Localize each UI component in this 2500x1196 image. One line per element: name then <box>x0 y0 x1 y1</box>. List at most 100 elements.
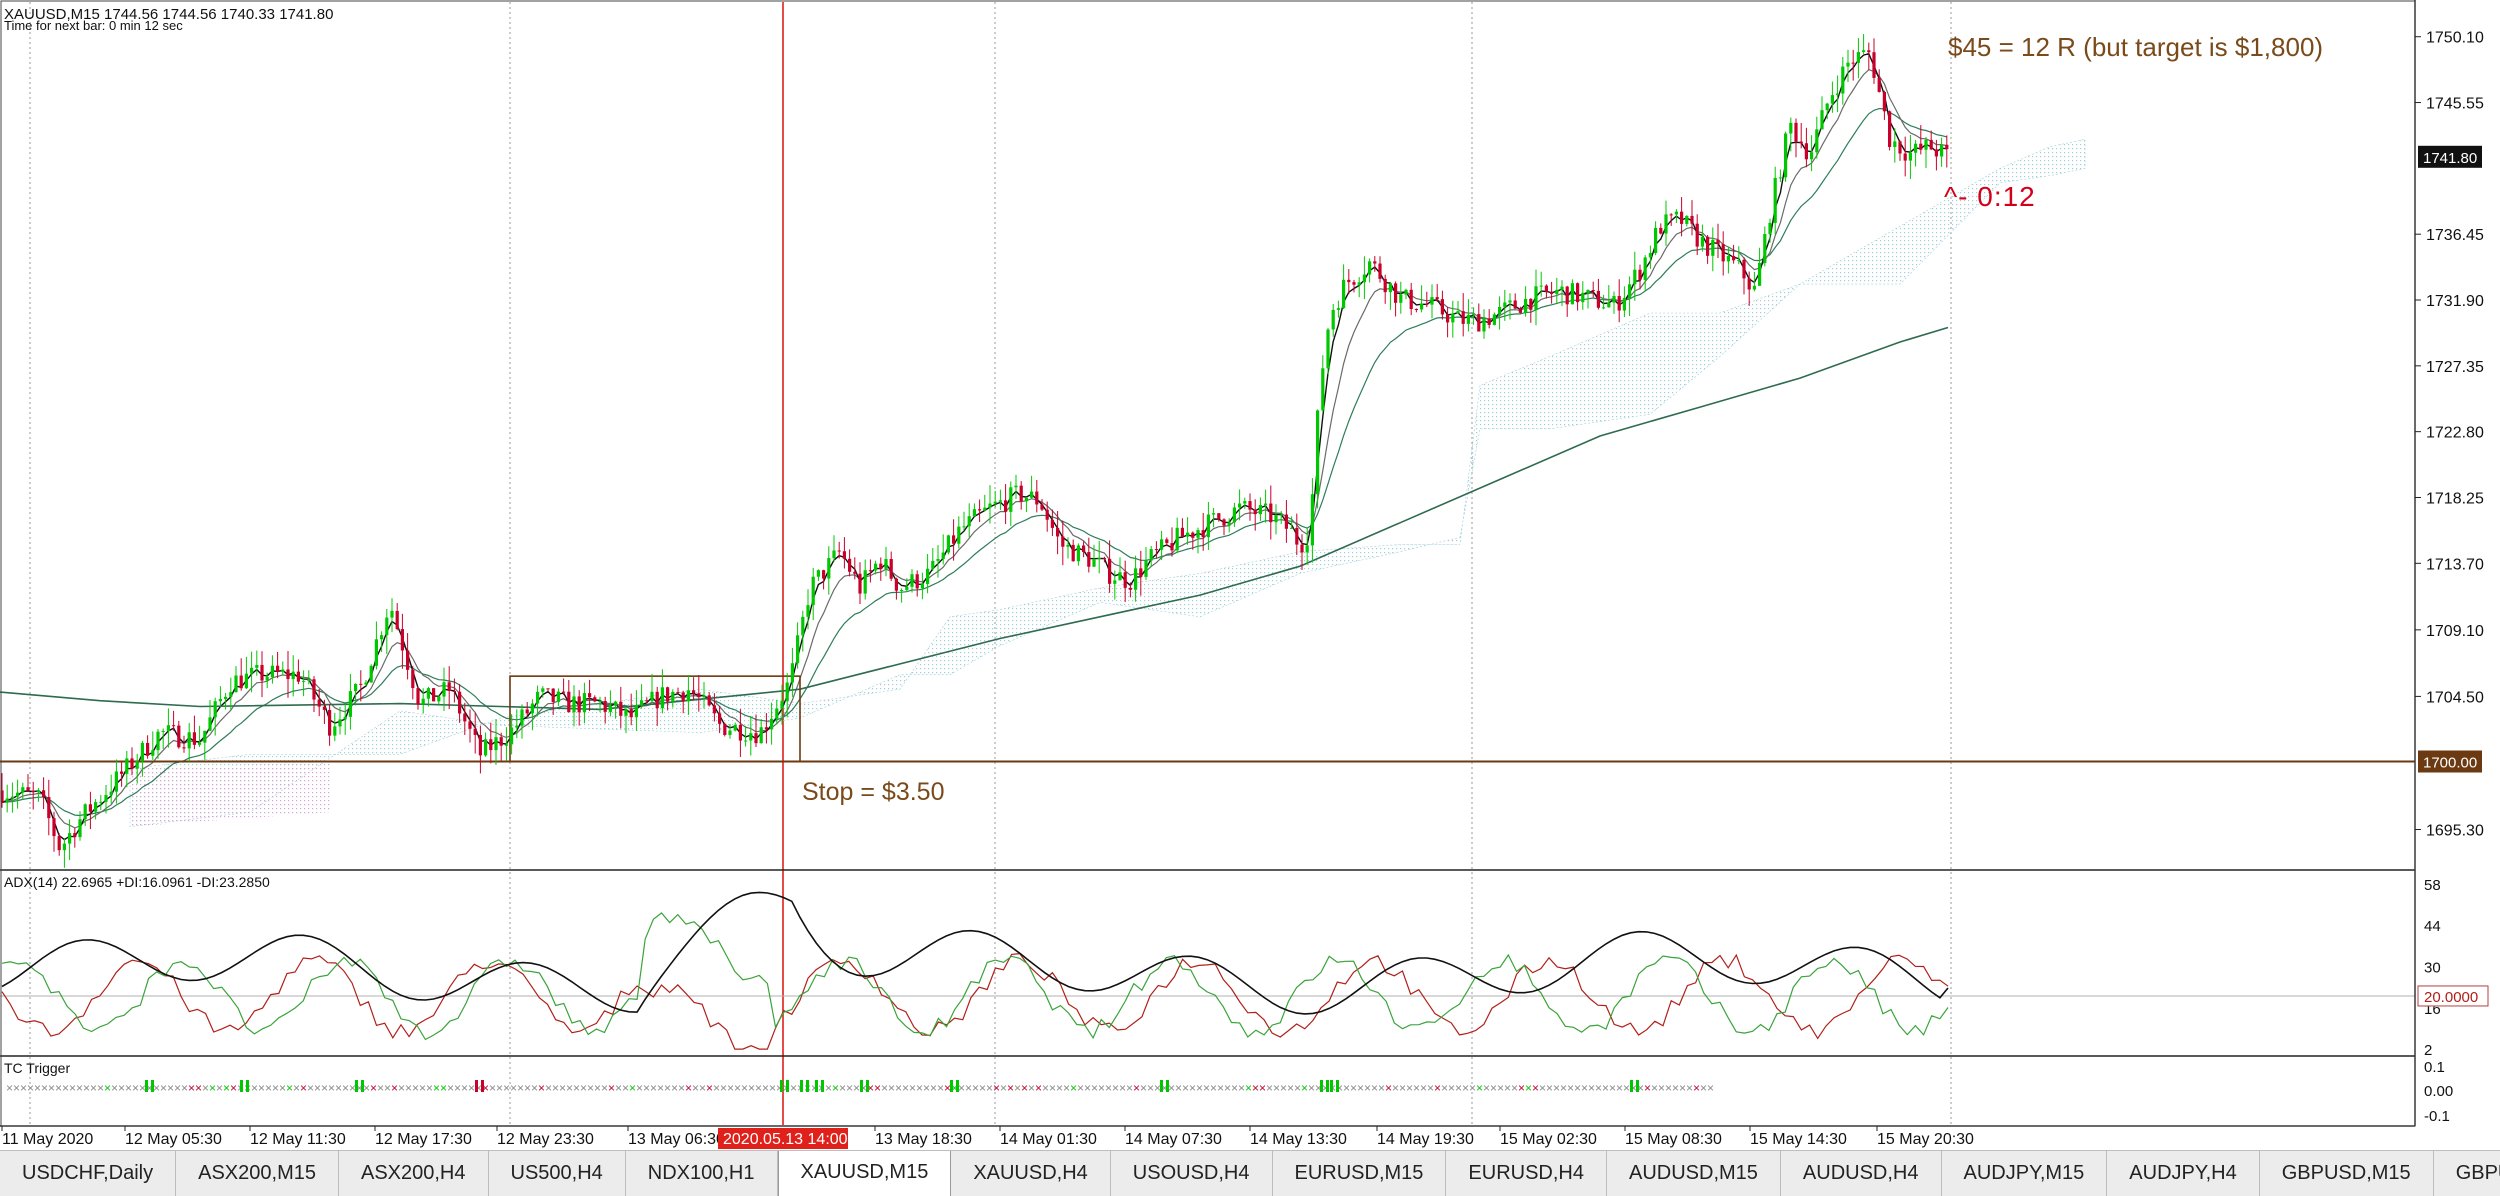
tc-trigger-marker: × <box>734 1081 741 1095</box>
candle-body <box>52 818 56 837</box>
candle-body <box>1440 299 1444 315</box>
tc-trigger-arrow <box>246 1080 249 1092</box>
candle-body <box>775 708 779 719</box>
tab-eurusd-m15[interactable]: EURUSD,M15 <box>1273 1151 1447 1196</box>
candle-body <box>78 819 82 838</box>
tc-trigger-marker: × <box>202 1081 209 1095</box>
tc-trigger-marker: × <box>559 1081 566 1095</box>
candle-body <box>36 790 40 793</box>
tc-trigger-marker: × <box>951 1081 958 1095</box>
candle-body <box>1778 177 1782 179</box>
tc-trigger-marker: × <box>1175 1081 1182 1095</box>
candle-body <box>1243 501 1247 504</box>
tab-audjpy-m15[interactable]: AUDJPY,M15 <box>1942 1151 2108 1196</box>
tc-trigger-marker: × <box>1497 1081 1504 1095</box>
tc-trigger-marker: × <box>1532 1081 1539 1095</box>
tc-trigger-marker: × <box>902 1081 909 1095</box>
tc-trigger-marker: × <box>622 1081 629 1095</box>
tab-eurusd-h4[interactable]: EURUSD,H4 <box>1446 1151 1607 1196</box>
candle-body <box>130 758 134 769</box>
time-highlight-badge <box>718 1128 848 1149</box>
tc-trigger-marker: × <box>1154 1081 1161 1095</box>
candle-body <box>229 692 233 697</box>
ichimoku-cloud <box>129 139 2086 827</box>
tab-audusd-h4[interactable]: AUDUSD,H4 <box>1781 1151 1942 1196</box>
candle-body <box>1253 509 1257 515</box>
candle-body <box>1815 129 1819 153</box>
candle-body <box>94 802 98 812</box>
candle-body <box>920 584 924 589</box>
candle-body <box>328 709 332 736</box>
candle-body <box>780 701 784 709</box>
tc-trigger-marker: × <box>405 1081 412 1095</box>
tab-gbpusd-h4[interactable]: GBPUSD,H4 <box>2434 1151 2500 1196</box>
candle-body <box>1591 290 1595 292</box>
ichimoku-cloud-layer <box>129 139 2086 827</box>
time-axis-label: 14 May 13:30 <box>1250 1131 1347 1148</box>
candle-body <box>1680 211 1684 224</box>
candle-body <box>572 696 576 713</box>
candle-body <box>915 574 919 589</box>
candle-body <box>936 558 940 561</box>
tc-trigger-marker: × <box>1392 1081 1399 1095</box>
tab-usousd-h4[interactable]: USOUSD,H4 <box>1111 1151 1273 1196</box>
tc-trigger-marker: × <box>307 1081 314 1095</box>
candle-body <box>1004 500 1008 512</box>
tab-xauusd-h4[interactable]: XAUUSD,H4 <box>951 1151 1111 1196</box>
candle-body <box>1352 282 1356 285</box>
tc-trigger-marker: × <box>111 1081 118 1095</box>
candle-body <box>172 725 176 727</box>
candle-body <box>208 717 212 731</box>
tc-trigger-marker: × <box>1056 1081 1063 1095</box>
candle-body <box>692 690 696 694</box>
candle-body <box>1336 308 1340 310</box>
candle-body <box>1061 536 1065 547</box>
chart-canvas[interactable]: × × × × × × × × × × × × × × × × × × × × × × × × × × × × × × × × × × × × × × × ×… <box>0 0 2500 1150</box>
tab-us500-h4[interactable]: US500,H4 <box>489 1151 626 1196</box>
tab-gbpusd-m15[interactable]: GBPUSD,M15 <box>2260 1151 2434 1196</box>
candle-body <box>1643 257 1647 281</box>
candle-body <box>972 509 976 517</box>
tab-audjpy-h4[interactable]: AUDJPY,H4 <box>2107 1151 2260 1196</box>
tc-trigger-marker: × <box>1434 1081 1441 1095</box>
candle-body <box>1378 263 1382 279</box>
tc-trigger-arrow <box>145 1080 148 1092</box>
price-tick-label: 1750.10 <box>2426 30 2484 47</box>
tc-trigger-marker: × <box>1042 1081 1049 1095</box>
candle-body <box>593 697 597 702</box>
tab-xauusd-m15[interactable]: XAUUSD,M15 <box>777 1151 952 1196</box>
time-axis-label: 15 May 08:30 <box>1625 1131 1722 1148</box>
tc-trigger-marker: × <box>1238 1081 1245 1095</box>
candle-body <box>1664 214 1668 234</box>
time-axis-label: 14 May 19:30 <box>1377 1131 1474 1148</box>
candle-body <box>354 683 358 692</box>
tc-trigger-marker: × <box>503 1081 510 1095</box>
candle-body <box>1539 285 1543 287</box>
candle-body <box>541 688 545 692</box>
tab-usdchf-daily[interactable]: USDCHF,Daily <box>0 1151 177 1196</box>
candle-body <box>348 691 352 717</box>
candle-body <box>1009 487 1013 512</box>
tc-trigger-arrow <box>1636 1080 1639 1092</box>
tc-trigger-marker: × <box>1252 1081 1259 1095</box>
candle-body <box>109 791 113 796</box>
candle-body <box>551 688 555 702</box>
candle-body <box>1076 545 1080 562</box>
tab-asx200-h4[interactable]: ASX200,H4 <box>339 1151 489 1196</box>
tc-trigger-marker: × <box>881 1081 888 1095</box>
candle-body <box>1888 111 1892 147</box>
candle-body <box>114 771 118 792</box>
tc-trigger-arrow <box>821 1080 824 1092</box>
time-axis-label: 15 May 02:30 <box>1500 1131 1597 1148</box>
tc-trigger-marker: × <box>1448 1081 1455 1095</box>
tc-trigger-marker: × <box>454 1081 461 1095</box>
candle-body <box>68 833 72 844</box>
tab-audusd-m15[interactable]: AUDUSD,M15 <box>1607 1151 1781 1196</box>
tab-ndx100-h1[interactable]: NDX100,H1 <box>626 1151 778 1196</box>
candle-body <box>484 739 488 756</box>
tc-trigger-marker: × <box>447 1081 454 1095</box>
candle-body <box>218 698 222 702</box>
candle-body <box>1472 314 1476 316</box>
candle-body <box>1113 580 1117 584</box>
tab-asx200-m15[interactable]: ASX200,M15 <box>176 1151 339 1196</box>
